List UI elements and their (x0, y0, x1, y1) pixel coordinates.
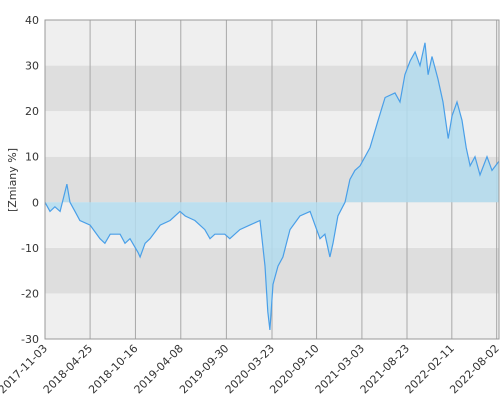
line (44, 42, 500, 330)
area (45, 42, 499, 330)
plot-border (44, 19, 500, 340)
y-tick-label: 20 (25, 105, 39, 118)
y-axis-label: [Zmiany %] (6, 148, 19, 212)
y-tick-label: 0 (32, 196, 39, 209)
y-tick-label: -30 (21, 333, 39, 346)
y-tick-label: 10 (25, 151, 39, 164)
y-tick-label: -20 (21, 287, 39, 300)
y-tick-label: 30 (25, 60, 39, 73)
y-tick-label: -10 (21, 242, 39, 255)
y-tick-label: 40 (25, 14, 39, 27)
